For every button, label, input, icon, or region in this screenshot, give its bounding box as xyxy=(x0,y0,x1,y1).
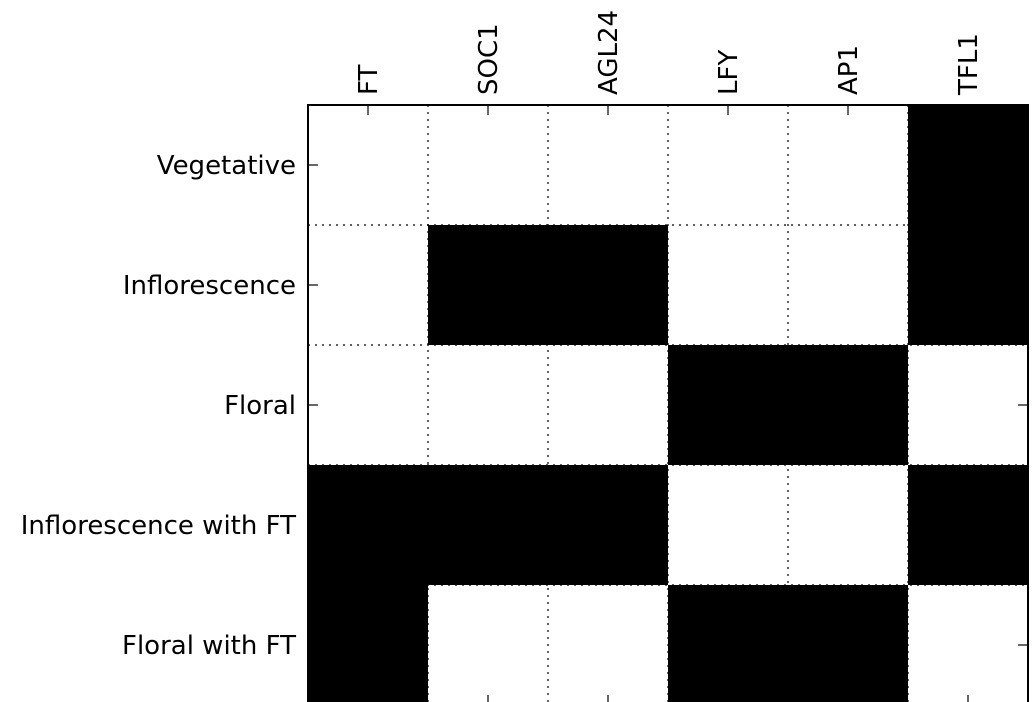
x-tick-label-0: FT xyxy=(354,65,384,95)
y-tick-label-3: Inflorescence with FT xyxy=(21,511,296,541)
heatmap-cell-2-1 xyxy=(428,345,548,465)
heatmap-cell-0-5 xyxy=(908,105,1028,225)
y-tick-label-4: Floral with FT xyxy=(122,631,296,661)
x-tick-label-3: LFY xyxy=(714,50,744,95)
x-tick-label-4: AP1 xyxy=(834,45,864,95)
heatmap-cell-4-1 xyxy=(428,585,548,702)
y-tick-label-1: Inflorescence xyxy=(123,271,296,301)
heatmap-cell-1-0 xyxy=(308,225,428,345)
heatmap-cell-3-3 xyxy=(668,465,788,585)
heatmap-cell-0-4 xyxy=(788,105,908,225)
heatmap-cell-1-3 xyxy=(668,225,788,345)
heatmap-cell-3-2 xyxy=(548,465,668,585)
heatmap-cell-3-5 xyxy=(908,465,1028,585)
heatmap-cell-3-0 xyxy=(308,465,428,585)
heatmap-cell-0-1 xyxy=(428,105,548,225)
heatmap-cell-0-3 xyxy=(668,105,788,225)
y-axis-labels: Vegetative Inflorescence Floral Inflorescen… xyxy=(21,151,296,661)
heatmap-cell-1-2 xyxy=(548,225,668,345)
heatmap-cell-2-3 xyxy=(668,345,788,465)
x-tick-label-1: SOC1 xyxy=(474,23,504,95)
heatmap-cell-4-4 xyxy=(788,585,908,702)
x-tick-label-5: TFL1 xyxy=(954,33,984,96)
heatmap-cell-3-1 xyxy=(428,465,548,585)
heatmap-cell-2-2 xyxy=(548,345,668,465)
heatmap-cell-3-4 xyxy=(788,465,908,585)
heatmap-cell-4-0 xyxy=(308,585,428,702)
plot-frame xyxy=(307,104,1029,702)
x-tick-label-2: AGL24 xyxy=(594,10,624,95)
heatmap-cell-1-1 xyxy=(428,225,548,345)
heatmap-cell-1-4 xyxy=(788,225,908,345)
x-axis-labels: FT SOC1 AGL24 LFY AP1 TFL1 xyxy=(354,10,984,96)
grid-lines xyxy=(308,105,1028,702)
y-tick-label-2: Floral xyxy=(224,391,296,421)
heatmap-cell-2-0 xyxy=(308,345,428,465)
tick-marks xyxy=(308,105,1028,702)
heatmap-cell-2-5 xyxy=(908,345,1028,465)
y-tick-label-0: Vegetative xyxy=(157,151,296,181)
heatmap-cell-0-2 xyxy=(548,105,668,225)
heatmap-cells xyxy=(308,105,1028,702)
heatmap-cell-2-4 xyxy=(788,345,908,465)
heatmap-cell-1-5 xyxy=(908,225,1028,345)
heatmap-cell-0-0 xyxy=(308,105,428,225)
heatmap-cell-4-2 xyxy=(548,585,668,702)
heatmap-cell-4-3 xyxy=(668,585,788,702)
heatmap-cell-4-5 xyxy=(908,585,1028,702)
